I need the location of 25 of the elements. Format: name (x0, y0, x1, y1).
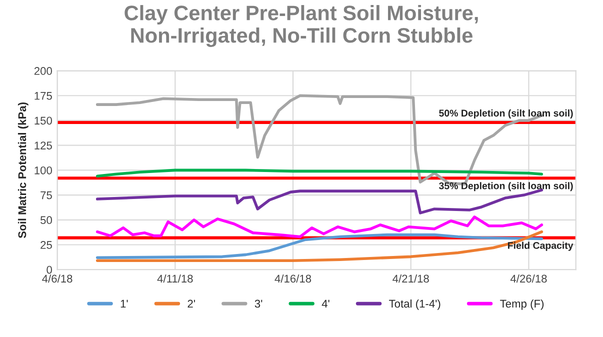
y-tick-label: 0 (46, 266, 52, 274)
y-tick-label: 50 (40, 216, 52, 224)
legend-label: 3' (254, 300, 262, 308)
chart-title: Clay Center Pre-Plant Soil Moisture, Non-Irrigated, No-Till Corn Stubble (124, 5, 478, 48)
y-axis-title: Soil Matric Potential (kPa) (18, 102, 28, 238)
legend-label: Total (1-4') (389, 299, 440, 310)
y-tick-label: 150 (34, 116, 52, 125)
legend-label: 1' (120, 300, 128, 308)
x-tick-label: 4/26/18 (510, 274, 547, 283)
x-tick-label: 4/21/18 (392, 274, 429, 283)
legend-label: 4' (322, 300, 330, 308)
y-tick-label: 100 (34, 166, 52, 174)
x-tick-label: 4/16/18 (274, 274, 312, 283)
y-tick-label: 175 (34, 92, 52, 100)
y-tick-label: 125 (34, 142, 52, 150)
x-tick-label: 4/6/18 (42, 274, 72, 283)
y-tick-label: 75 (40, 191, 52, 200)
ref-line-label: Field Capacity (508, 242, 574, 251)
legend-label: Temp (F) (500, 299, 544, 310)
ref-line-label: 50% Depletion (silt loam soil) (439, 109, 573, 118)
y-tick-label: 25 (40, 241, 52, 249)
legend-label: 2' (188, 300, 195, 308)
ref-line-label: 35% Depletion (silt loam soil) (438, 182, 573, 192)
y-tick-label: 200 (34, 67, 52, 75)
x-tick-label: 4/11/18 (157, 274, 193, 283)
